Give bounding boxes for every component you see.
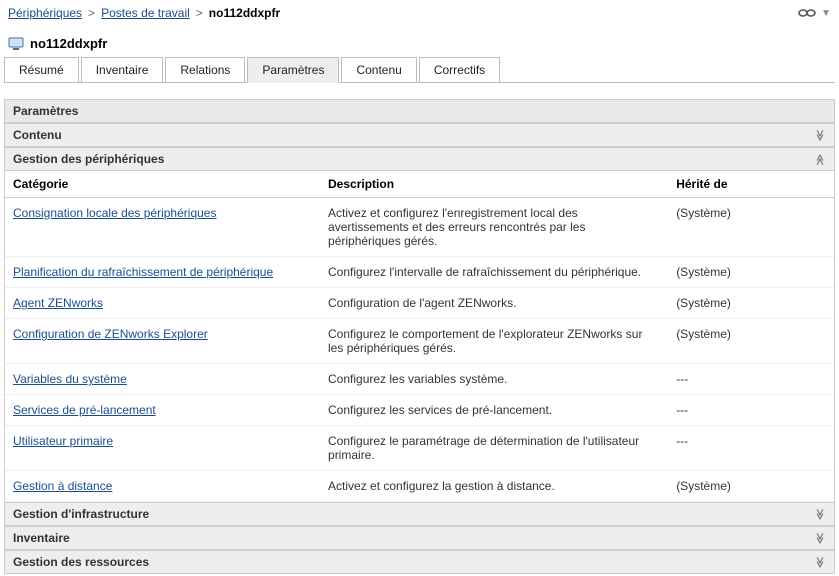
tab-parametres[interactable]: Paramètres [247,57,339,83]
breadcrumb-separator: > [88,6,95,20]
topbar: Périphériques > Postes de travail > no11… [0,0,839,24]
titlebar: no112ddxpfr [0,24,839,57]
description-cell: Configuration de l'agent ZENworks. [320,288,668,319]
tab-inventaire[interactable]: Inventaire [81,57,164,82]
col-inherited: Hérité de [668,171,834,198]
section-gestion-peripheriques[interactable]: Gestion des périphériques [5,147,834,171]
settings-table: Catégorie Description Hérité de Consigna… [5,171,834,502]
inherited-cell: (Système) [668,257,834,288]
breadcrumb: Périphériques > Postes de travail > no11… [8,6,280,20]
tabs: Résumé Inventaire Relations Paramètres C… [4,57,835,83]
category-link[interactable]: Configuration de ZENworks Explorer [13,327,208,341]
table-header-row: Catégorie Description Hérité de [5,171,834,198]
page-title: no112ddxpfr [30,36,107,51]
table-row: Gestion à distance Activez et configurez … [5,471,834,502]
topbar-actions: ▼ [797,7,831,19]
panel-title: Paramètres [5,100,834,123]
parametres-panel: Paramètres Contenu Gestion des périphéri… [4,99,835,574]
section-label: Gestion des ressources [13,555,149,569]
table-row: Utilisateur primaire Configurez le paramé… [5,426,834,471]
category-link[interactable]: Consignation locale des périphériques [13,206,216,220]
category-link[interactable]: Services de pré-lancement [13,403,156,417]
chevron-up-icon [814,153,826,166]
chevron-down-icon [814,556,826,569]
description-cell: Activez et configurez la gestion à dista… [320,471,668,502]
table-row: Agent ZENworks Configuration de l'agent Z… [5,288,834,319]
category-link[interactable]: Agent ZENworks [13,296,103,310]
breadcrumb-current: no112ddxpfr [209,6,280,20]
inherited-cell: (Système) [668,319,834,364]
table-row: Services de pré-lancement Configurez les … [5,395,834,426]
col-category: Catégorie [5,171,320,198]
section-gestion-infrastructure[interactable]: Gestion d'infrastructure [5,502,834,526]
description-cell: Configurez le paramétrage de déterminati… [320,426,668,471]
dropdown-caret-icon[interactable]: ▼ [821,8,831,19]
table-row: Planification du rafraîchissement de pér… [5,257,834,288]
section-label: Contenu [13,128,62,142]
chevron-down-icon [814,508,826,521]
tab-resume[interactable]: Résumé [4,57,79,82]
table-row: Consignation locale des périphériques Act… [5,198,834,257]
section-gestion-ressources[interactable]: Gestion des ressources [5,550,834,573]
category-link[interactable]: Planification du rafraîchissement de pér… [13,265,273,279]
tab-relations[interactable]: Relations [165,57,245,82]
chevron-down-icon [814,129,826,142]
inherited-cell: (Système) [668,471,834,502]
table-row: Configuration de ZENworks Explorer Config… [5,319,834,364]
section-label: Gestion des périphériques [13,152,164,166]
description-cell: Configurez les variables système. [320,364,668,395]
section-contenu[interactable]: Contenu [5,123,834,147]
description-cell: Configurez l'intervalle de rafraîchissem… [320,257,668,288]
description-cell: Configurez les services de pré-lancement… [320,395,668,426]
section-label: Inventaire [13,531,70,545]
workstation-icon [8,37,24,51]
inherited-cell: (Système) [668,288,834,319]
category-link[interactable]: Utilisateur primaire [13,434,113,448]
breadcrumb-link-workstations[interactable]: Postes de travail [101,6,190,20]
inherited-cell: --- [668,426,834,471]
breadcrumb-link-devices[interactable]: Périphériques [8,6,82,20]
inherited-cell: --- [668,395,834,426]
inherited-cell: (Système) [668,198,834,257]
category-link[interactable]: Variables du système [13,372,127,386]
description-cell: Activez et configurez l'enregistrement l… [320,198,668,257]
table-row: Variables du système Configurez les varia… [5,364,834,395]
inherited-cell: --- [668,364,834,395]
chevron-down-icon [814,532,826,545]
category-link[interactable]: Gestion à distance [13,479,112,493]
tab-correctifs[interactable]: Correctifs [419,57,500,82]
section-label: Gestion d'infrastructure [13,507,149,521]
tab-contenu[interactable]: Contenu [341,57,416,82]
col-description: Description [320,171,668,198]
link-icon[interactable] [797,7,817,19]
breadcrumb-separator: > [196,6,203,20]
description-cell: Configurez le comportement de l'explorat… [320,319,668,364]
section-inventaire[interactable]: Inventaire [5,526,834,550]
